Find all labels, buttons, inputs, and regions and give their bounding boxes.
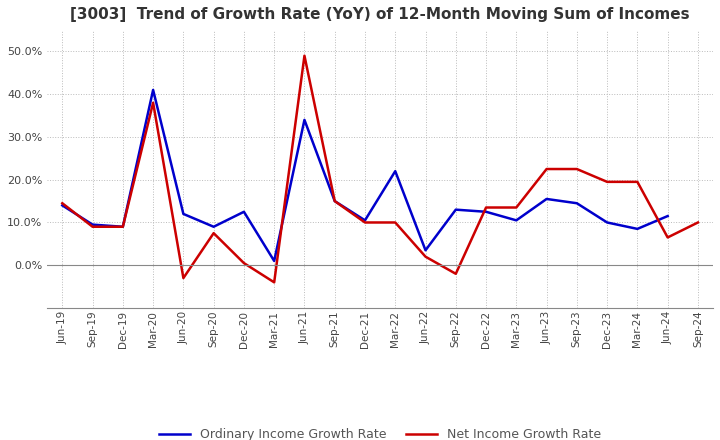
Ordinary Income Growth Rate [270, 258, 279, 264]
Net Income Growth Rate [240, 260, 248, 266]
Ordinary Income Growth Rate [89, 222, 97, 227]
Net Income Growth Rate [300, 53, 309, 59]
Ordinary Income Growth Rate [633, 226, 642, 231]
Ordinary Income Growth Rate [572, 201, 581, 206]
Ordinary Income Growth Rate [512, 218, 521, 223]
Ordinary Income Growth Rate [451, 207, 460, 212]
Ordinary Income Growth Rate [603, 220, 611, 225]
Net Income Growth Rate [330, 198, 339, 204]
Ordinary Income Growth Rate [240, 209, 248, 214]
Net Income Growth Rate [270, 280, 279, 285]
Net Income Growth Rate [119, 224, 127, 229]
Line: Net Income Growth Rate: Net Income Growth Rate [63, 56, 698, 282]
Net Income Growth Rate [512, 205, 521, 210]
Net Income Growth Rate [542, 166, 551, 172]
Net Income Growth Rate [633, 179, 642, 184]
Ordinary Income Growth Rate [361, 218, 369, 223]
Ordinary Income Growth Rate [179, 211, 188, 216]
Ordinary Income Growth Rate [149, 87, 158, 92]
Net Income Growth Rate [421, 254, 430, 259]
Net Income Growth Rate [482, 205, 490, 210]
Net Income Growth Rate [89, 224, 97, 229]
Ordinary Income Growth Rate [482, 209, 490, 214]
Net Income Growth Rate [451, 271, 460, 276]
Ordinary Income Growth Rate [58, 203, 67, 208]
Ordinary Income Growth Rate [391, 169, 400, 174]
Ordinary Income Growth Rate [663, 213, 672, 219]
Ordinary Income Growth Rate [421, 248, 430, 253]
Ordinary Income Growth Rate [300, 117, 309, 122]
Net Income Growth Rate [603, 179, 611, 184]
Net Income Growth Rate [361, 220, 369, 225]
Ordinary Income Growth Rate [542, 196, 551, 202]
Net Income Growth Rate [663, 235, 672, 240]
Net Income Growth Rate [58, 201, 67, 206]
Ordinary Income Growth Rate [210, 224, 218, 229]
Ordinary Income Growth Rate [330, 198, 339, 204]
Ordinary Income Growth Rate [119, 224, 127, 229]
Net Income Growth Rate [391, 220, 400, 225]
Net Income Growth Rate [179, 275, 188, 281]
Legend: Ordinary Income Growth Rate, Net Income Growth Rate: Ordinary Income Growth Rate, Net Income … [154, 423, 606, 440]
Line: Ordinary Income Growth Rate: Ordinary Income Growth Rate [63, 90, 667, 261]
Title: [3003]  Trend of Growth Rate (YoY) of 12-Month Moving Sum of Incomes: [3003] Trend of Growth Rate (YoY) of 12-… [71, 7, 690, 22]
Net Income Growth Rate [693, 220, 702, 225]
Net Income Growth Rate [210, 231, 218, 236]
Net Income Growth Rate [149, 100, 158, 106]
Net Income Growth Rate [572, 166, 581, 172]
